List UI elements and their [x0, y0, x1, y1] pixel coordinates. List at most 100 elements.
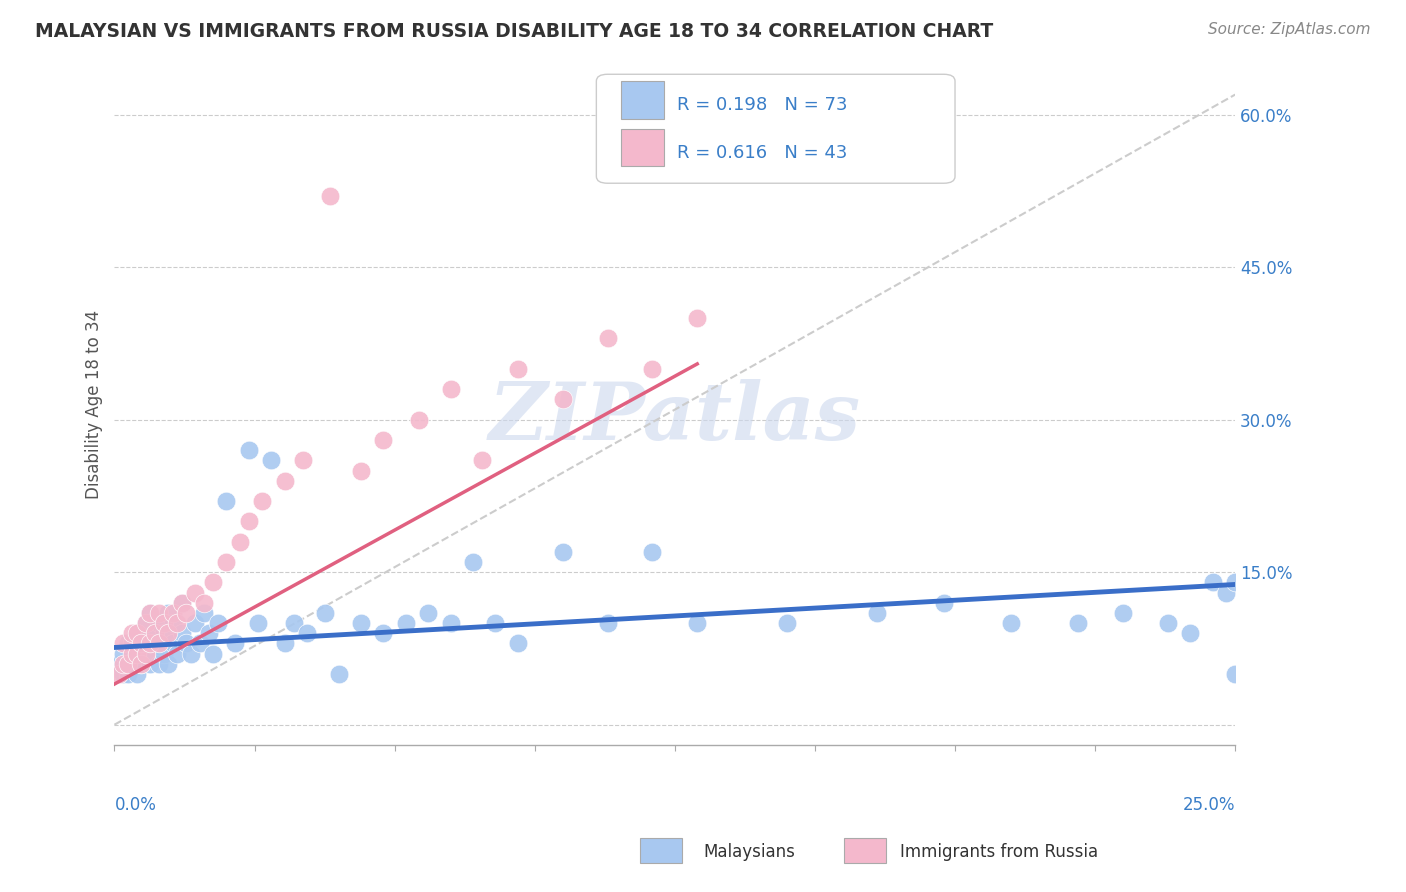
- Point: [139, 636, 162, 650]
- Point: [125, 647, 148, 661]
- Point: [148, 616, 170, 631]
- FancyBboxPatch shape: [596, 74, 955, 183]
- Point: [238, 443, 260, 458]
- Point: [686, 311, 709, 326]
- Point: [139, 657, 162, 671]
- Point: [108, 666, 131, 681]
- Point: [131, 636, 153, 650]
- Bar: [640, 838, 682, 863]
- Point: [202, 575, 225, 590]
- Point: [152, 647, 174, 661]
- Point: [121, 636, 143, 650]
- Point: [932, 596, 955, 610]
- Point: [117, 657, 139, 671]
- Point: [174, 606, 197, 620]
- Point: [318, 189, 340, 203]
- Point: [170, 626, 193, 640]
- Point: [125, 666, 148, 681]
- Point: [328, 666, 350, 681]
- Point: [108, 657, 131, 671]
- Point: [121, 657, 143, 671]
- Point: [184, 585, 207, 599]
- Point: [162, 636, 184, 650]
- Point: [471, 453, 494, 467]
- Point: [148, 636, 170, 650]
- Text: 25.0%: 25.0%: [1182, 797, 1236, 814]
- Point: [215, 555, 238, 569]
- Text: MALAYSIAN VS IMMIGRANTS FROM RUSSIA DISABILITY AGE 18 TO 34 CORRELATION CHART: MALAYSIAN VS IMMIGRANTS FROM RUSSIA DISA…: [35, 22, 994, 41]
- Bar: [621, 128, 664, 166]
- Text: Source: ZipAtlas.com: Source: ZipAtlas.com: [1208, 22, 1371, 37]
- Point: [1225, 666, 1247, 681]
- Point: [131, 657, 153, 671]
- Point: [112, 657, 135, 671]
- Point: [314, 606, 336, 620]
- Point: [1112, 606, 1135, 620]
- Point: [246, 616, 269, 631]
- Point: [174, 636, 197, 650]
- Point: [295, 626, 318, 640]
- Point: [440, 616, 463, 631]
- Point: [148, 657, 170, 671]
- Point: [776, 616, 799, 631]
- Point: [1157, 616, 1180, 631]
- Point: [117, 636, 139, 650]
- Point: [865, 606, 887, 620]
- Point: [596, 616, 619, 631]
- Bar: [844, 838, 886, 863]
- Point: [112, 636, 135, 650]
- Point: [551, 545, 574, 559]
- Point: [551, 392, 574, 407]
- Point: [157, 606, 180, 620]
- Point: [117, 666, 139, 681]
- Point: [148, 606, 170, 620]
- Point: [274, 474, 297, 488]
- Point: [193, 606, 215, 620]
- Point: [135, 647, 157, 661]
- Point: [166, 647, 188, 661]
- Text: Malaysians: Malaysians: [703, 843, 794, 861]
- Text: Immigrants from Russia: Immigrants from Russia: [900, 843, 1098, 861]
- Bar: [621, 81, 664, 119]
- Point: [283, 616, 305, 631]
- Point: [215, 494, 238, 508]
- Point: [188, 636, 211, 650]
- Y-axis label: Disability Age 18 to 34: Disability Age 18 to 34: [86, 310, 103, 500]
- Point: [1225, 575, 1247, 590]
- Point: [180, 647, 202, 661]
- Point: [157, 626, 180, 640]
- Point: [350, 464, 373, 478]
- Point: [166, 616, 188, 631]
- Text: ZIPatlas: ZIPatlas: [489, 379, 860, 457]
- Point: [193, 596, 215, 610]
- Point: [238, 515, 260, 529]
- Point: [112, 666, 135, 681]
- Text: 0.0%: 0.0%: [114, 797, 156, 814]
- Point: [121, 626, 143, 640]
- Point: [135, 616, 157, 631]
- Point: [274, 636, 297, 650]
- Text: R = 0.198   N = 73: R = 0.198 N = 73: [678, 96, 848, 114]
- Point: [506, 362, 529, 376]
- Point: [170, 596, 193, 610]
- Point: [1000, 616, 1022, 631]
- Point: [229, 534, 252, 549]
- Point: [121, 647, 143, 661]
- Point: [148, 636, 170, 650]
- Point: [291, 453, 314, 467]
- Point: [641, 545, 664, 559]
- Point: [152, 626, 174, 640]
- Point: [152, 616, 174, 631]
- Point: [440, 382, 463, 396]
- Point: [260, 453, 283, 467]
- Point: [125, 647, 148, 661]
- Point: [1180, 626, 1202, 640]
- Point: [461, 555, 484, 569]
- Point: [162, 606, 184, 620]
- Point: [139, 636, 162, 650]
- Point: [112, 647, 135, 661]
- Point: [184, 616, 207, 631]
- Point: [135, 616, 157, 631]
- Point: [197, 626, 219, 640]
- Point: [506, 636, 529, 650]
